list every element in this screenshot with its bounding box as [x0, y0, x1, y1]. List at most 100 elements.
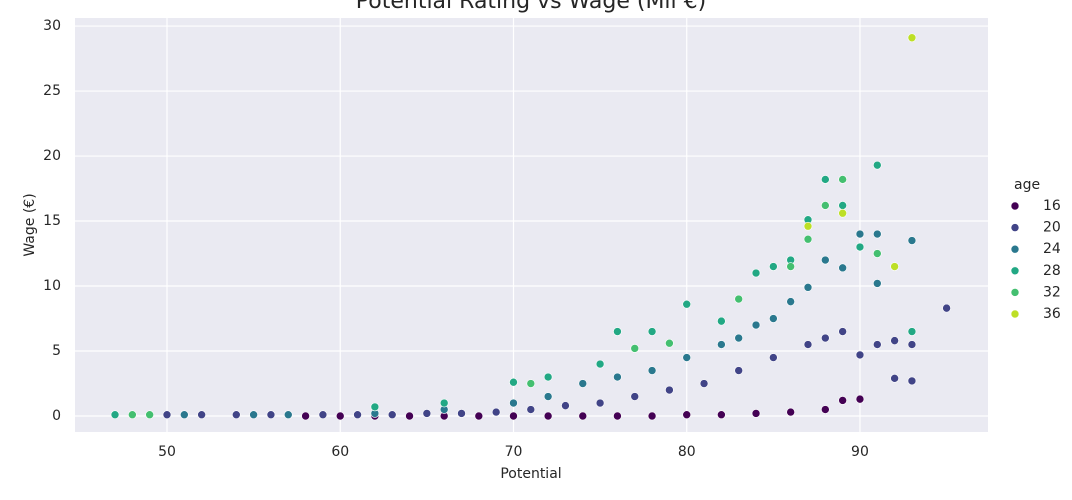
point: [786, 262, 795, 271]
point: [682, 299, 692, 309]
point: [353, 410, 362, 420]
point: [422, 409, 432, 418]
point: [872, 340, 882, 349]
x-tick-label: 70: [505, 444, 523, 460]
y-tick-label: 20: [43, 148, 61, 164]
point: [821, 175, 830, 184]
point: [370, 402, 380, 412]
point: [249, 410, 258, 420]
point: [474, 411, 484, 421]
point: [890, 336, 899, 345]
point: [682, 410, 692, 420]
x-tick-label: 80: [678, 444, 696, 460]
point: [665, 385, 674, 395]
legend-marker: [1010, 266, 1020, 276]
x-tick-label: 90: [851, 444, 869, 460]
point: [803, 221, 813, 231]
legend-marker: [1010, 201, 1020, 211]
point: [647, 366, 657, 375]
x-axis-label: Potential: [500, 466, 561, 482]
legend-label: 32: [1043, 284, 1061, 300]
point: [613, 327, 622, 336]
point: [803, 234, 813, 244]
point: [387, 410, 397, 420]
point: [734, 366, 744, 375]
point: [838, 263, 847, 273]
point: [821, 255, 830, 265]
point: [838, 208, 847, 218]
point: [699, 379, 709, 388]
point: [526, 379, 536, 388]
legend-marker: [1010, 309, 1020, 319]
plot-area: [75, 18, 988, 432]
point: [717, 316, 726, 326]
point: [595, 359, 605, 369]
point: [145, 410, 154, 420]
y-tick-label: 25: [43, 83, 61, 99]
point: [907, 33, 917, 43]
point: [231, 410, 241, 420]
point: [682, 353, 692, 362]
point: [543, 411, 553, 421]
legend-marker: [1010, 244, 1020, 254]
point: [630, 392, 640, 401]
legend-marker: [1010, 288, 1020, 297]
point: [890, 262, 899, 271]
point: [872, 279, 882, 288]
point: [803, 340, 813, 349]
point: [769, 353, 778, 362]
point: [301, 411, 310, 421]
point: [872, 160, 882, 170]
point: [439, 398, 449, 408]
point: [872, 249, 882, 258]
y-tick-label: 30: [43, 18, 61, 34]
point: [578, 379, 588, 388]
legend-label: 36: [1043, 306, 1061, 322]
point: [665, 338, 674, 348]
point: [613, 411, 622, 421]
point: [838, 175, 847, 184]
point: [890, 374, 899, 383]
point: [838, 327, 847, 336]
point: [647, 411, 657, 421]
legend-label: 16: [1043, 198, 1061, 214]
point: [751, 268, 761, 278]
point: [855, 394, 865, 404]
point: [180, 410, 189, 420]
chart-title: Potential Rating vs Wage (Mil €): [356, 0, 706, 14]
point: [509, 398, 518, 408]
point: [543, 372, 553, 382]
y-axis-label: Wage (€): [22, 193, 38, 256]
point: [543, 392, 553, 401]
point: [613, 372, 622, 382]
point: [821, 201, 830, 210]
point: [405, 411, 414, 421]
point: [769, 262, 778, 271]
point: [128, 410, 137, 420]
point: [578, 411, 588, 421]
point: [838, 396, 847, 405]
point: [838, 201, 847, 210]
y-tick-label: 15: [43, 213, 61, 229]
point: [907, 327, 917, 336]
y-tick-label: 0: [52, 408, 61, 424]
point: [162, 410, 172, 420]
point: [717, 340, 726, 349]
point: [717, 410, 726, 420]
legend-label: 28: [1043, 263, 1061, 279]
point: [786, 407, 795, 417]
point: [110, 410, 120, 420]
y-tick-label: 5: [52, 343, 61, 359]
point: [907, 236, 917, 245]
point: [786, 297, 795, 306]
legend-label: 20: [1043, 220, 1061, 236]
point: [561, 401, 570, 410]
point: [335, 411, 345, 421]
point: [595, 398, 605, 408]
point: [283, 410, 293, 420]
point: [509, 411, 518, 421]
y-tick-label: 10: [43, 278, 61, 294]
point: [457, 409, 466, 418]
point: [734, 333, 744, 343]
